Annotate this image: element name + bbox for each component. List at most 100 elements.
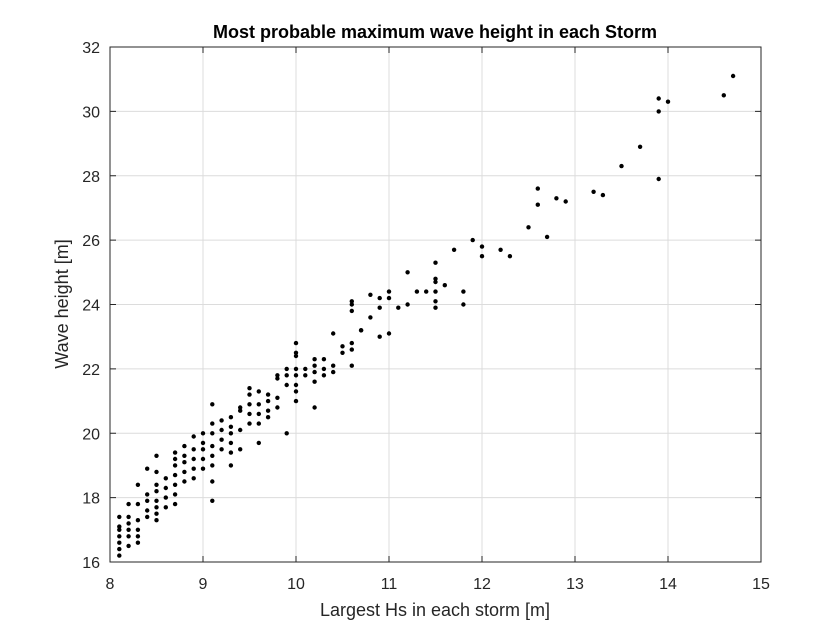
data-point bbox=[163, 485, 168, 491]
data-point bbox=[461, 302, 466, 307]
data-point bbox=[228, 450, 234, 455]
data-point bbox=[405, 302, 410, 307]
data-point bbox=[275, 376, 280, 381]
data-point bbox=[433, 305, 438, 310]
data-point bbox=[191, 456, 196, 462]
x-tick-label: 12 bbox=[473, 576, 491, 593]
data-point bbox=[563, 199, 568, 204]
data-point bbox=[172, 482, 178, 487]
data-point bbox=[275, 373, 280, 378]
data-point bbox=[126, 514, 131, 520]
data-point bbox=[238, 447, 243, 452]
data-point bbox=[730, 73, 736, 79]
data-point bbox=[117, 527, 122, 532]
data-point bbox=[182, 479, 187, 484]
data-point bbox=[182, 460, 187, 465]
data-point bbox=[228, 440, 234, 446]
data-point bbox=[247, 421, 252, 426]
data-point bbox=[293, 389, 299, 394]
y-tick-label: 28 bbox=[82, 169, 100, 186]
data-point bbox=[275, 395, 280, 400]
data-point bbox=[312, 369, 317, 375]
y-tick-label: 24 bbox=[82, 298, 100, 315]
data-point bbox=[433, 276, 438, 281]
data-point bbox=[349, 308, 354, 314]
data-point bbox=[154, 489, 159, 494]
data-point bbox=[210, 463, 215, 468]
data-point bbox=[535, 186, 540, 191]
data-point bbox=[154, 482, 159, 487]
data-point bbox=[154, 469, 159, 475]
data-point bbox=[117, 540, 122, 545]
data-point bbox=[386, 331, 392, 336]
data-point bbox=[247, 402, 252, 407]
data-point bbox=[377, 305, 382, 310]
data-point bbox=[340, 344, 345, 349]
data-point bbox=[656, 96, 661, 101]
y-tick-label: 20 bbox=[82, 426, 100, 443]
data-point bbox=[172, 456, 178, 462]
data-point bbox=[331, 363, 336, 368]
data-point bbox=[145, 492, 150, 497]
data-point bbox=[238, 408, 243, 413]
data-point bbox=[265, 398, 271, 404]
data-point bbox=[117, 524, 122, 529]
data-point bbox=[210, 443, 215, 449]
data-point bbox=[396, 305, 401, 310]
data-point bbox=[191, 466, 196, 471]
data-point bbox=[191, 447, 196, 452]
data-point bbox=[172, 472, 178, 478]
x-tick-label: 14 bbox=[659, 576, 677, 593]
data-point bbox=[210, 453, 215, 458]
data-point bbox=[117, 514, 122, 520]
data-point bbox=[312, 405, 317, 410]
data-point bbox=[126, 527, 131, 532]
data-point bbox=[284, 366, 289, 372]
data-point bbox=[117, 534, 122, 539]
data-point bbox=[210, 421, 215, 426]
data-point bbox=[135, 527, 141, 532]
data-point bbox=[200, 466, 206, 471]
data-point bbox=[126, 543, 131, 549]
data-point bbox=[656, 176, 661, 182]
data-point bbox=[247, 411, 252, 417]
data-point bbox=[210, 479, 215, 484]
data-point bbox=[526, 225, 531, 230]
data-point bbox=[312, 379, 317, 384]
data-point bbox=[377, 295, 382, 301]
grid bbox=[110, 47, 761, 562]
data-point bbox=[228, 463, 234, 468]
data-point bbox=[293, 382, 299, 388]
y-tick-labels: 16 18 20 22 24 26 28 30 32 bbox=[82, 40, 100, 572]
data-point bbox=[442, 283, 447, 288]
data-point bbox=[163, 495, 168, 500]
data-point bbox=[479, 244, 485, 249]
data-point bbox=[349, 363, 354, 368]
chart-title: Most probable maximum wave height in eac… bbox=[213, 22, 657, 42]
y-tick-label: 18 bbox=[82, 491, 100, 508]
data-point bbox=[554, 196, 559, 201]
data-point bbox=[247, 392, 252, 397]
data-point bbox=[191, 476, 196, 481]
data-point bbox=[293, 353, 299, 359]
data-point bbox=[256, 389, 261, 394]
y-tick-label: 30 bbox=[82, 104, 100, 121]
data-point bbox=[414, 289, 420, 294]
y-tick-label: 22 bbox=[82, 362, 100, 379]
data-point bbox=[386, 289, 392, 294]
data-point bbox=[200, 431, 206, 436]
y-tick-label: 26 bbox=[82, 233, 100, 250]
data-point bbox=[145, 498, 150, 503]
data-point bbox=[340, 350, 345, 355]
data-point bbox=[265, 415, 271, 420]
data-point bbox=[349, 340, 354, 346]
data-point bbox=[368, 292, 373, 297]
data-point bbox=[284, 431, 289, 436]
data-point bbox=[210, 431, 215, 436]
x-tick-label: 11 bbox=[381, 576, 398, 593]
y-tick-label: 16 bbox=[82, 555, 100, 572]
x-tick-label: 10 bbox=[287, 576, 305, 593]
data-point bbox=[498, 247, 503, 252]
data-point bbox=[117, 546, 122, 552]
data-point bbox=[461, 289, 466, 294]
